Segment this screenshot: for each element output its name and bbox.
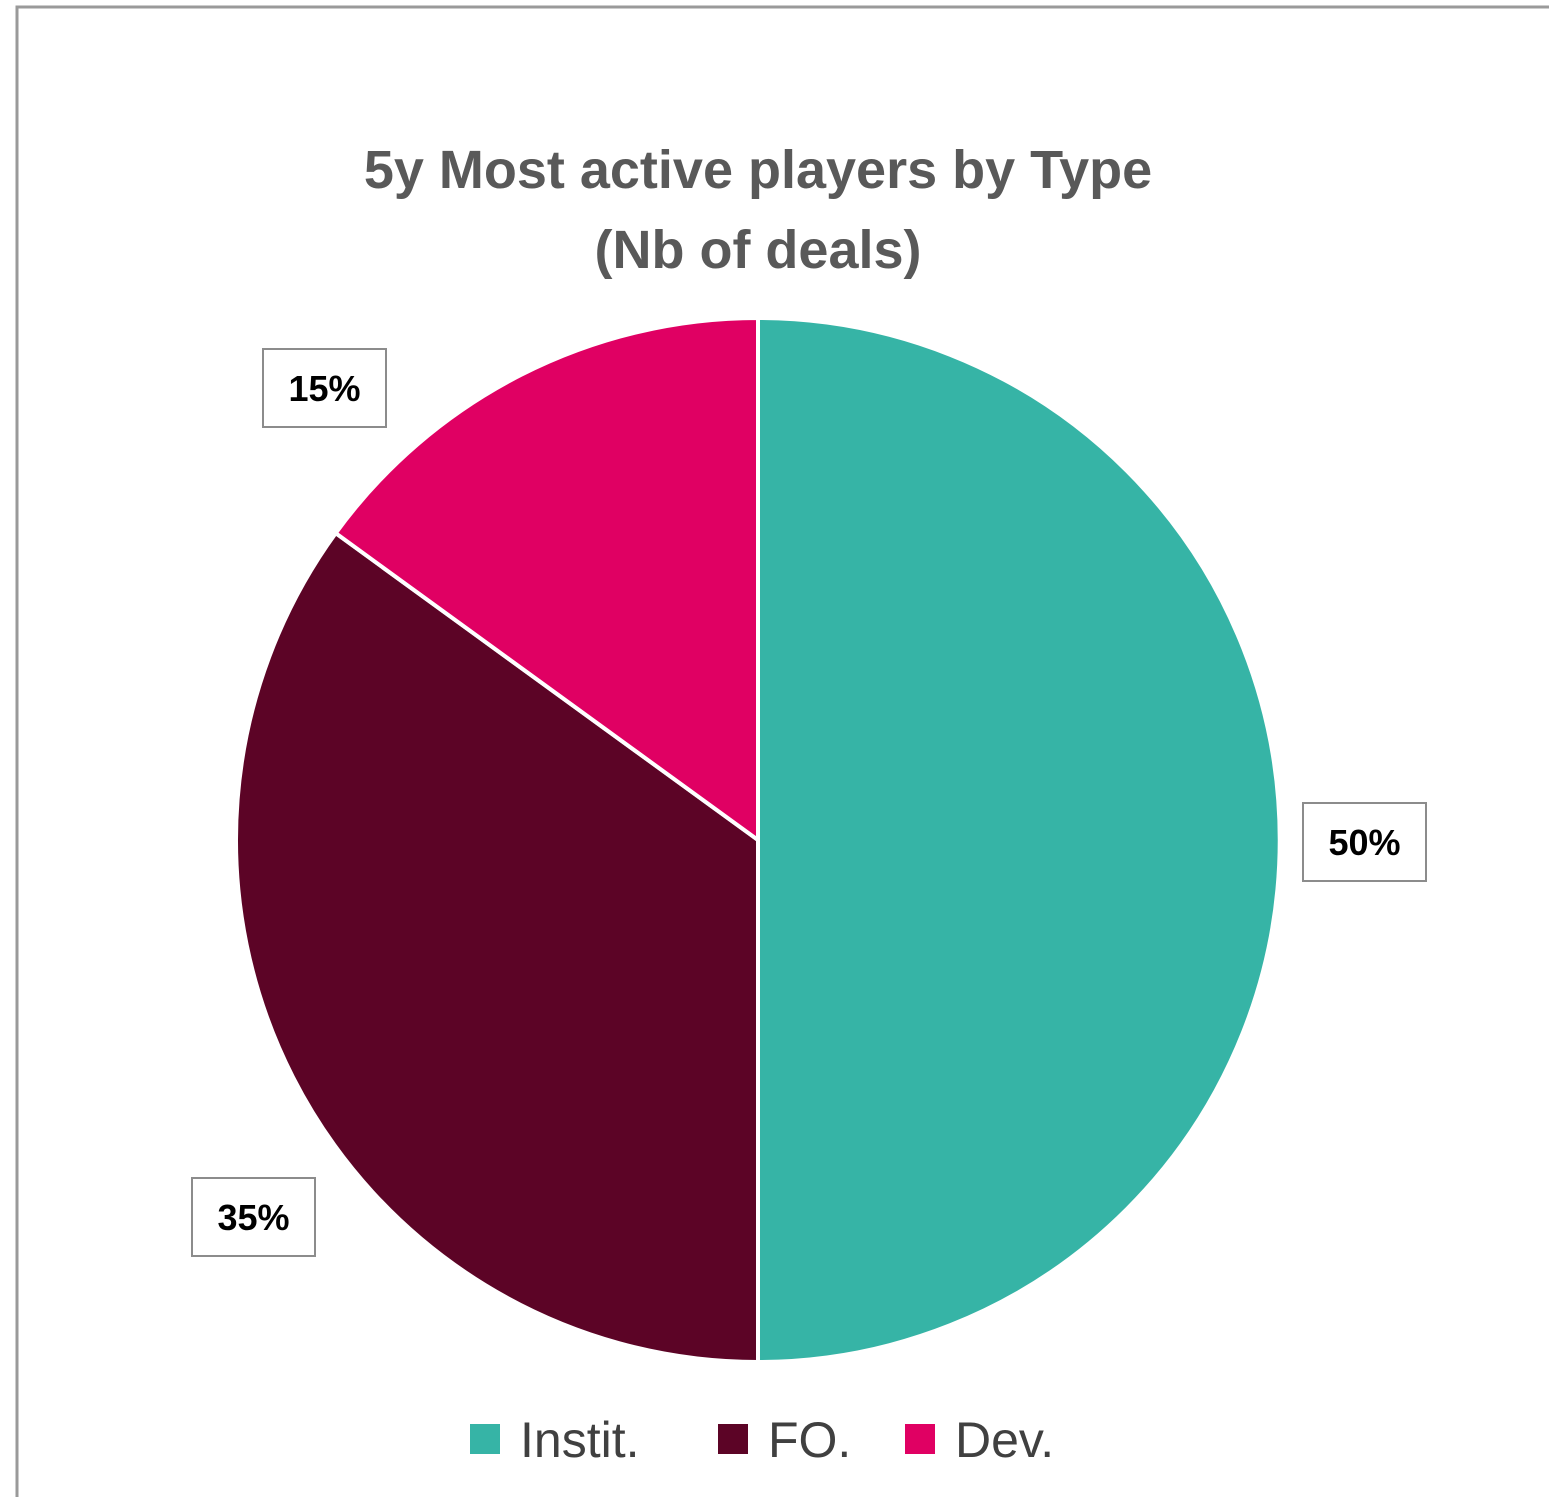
pie-slices	[234, 316, 1282, 1364]
chart-title-line-2: (Nb of deals)	[594, 220, 921, 280]
legend-label: Dev.	[955, 1412, 1054, 1468]
legend-label: Instit.	[520, 1412, 639, 1468]
pie-slice-fo	[234, 531, 760, 1364]
data-label-box	[262, 348, 387, 428]
legend-label: FO.	[768, 1412, 851, 1468]
legend-swatch	[905, 1424, 935, 1454]
data-label-text: 50%	[1328, 822, 1400, 863]
pie-slice-instit	[756, 316, 1282, 1364]
data-label-box	[191, 1177, 316, 1257]
legend-swatch	[718, 1424, 748, 1454]
data-label-fo: 35%	[191, 1177, 316, 1257]
legend-item-fo: FO.	[718, 1412, 851, 1468]
data-label-dev: 15%	[262, 348, 387, 428]
data-label-box	[1302, 802, 1427, 882]
chart-title-line-1: 5y Most active players by Type	[364, 140, 1152, 200]
legend-swatch	[470, 1424, 500, 1454]
data-labels: 50% 35% 15%	[191, 348, 1427, 1257]
data-label-instit: 50%	[1302, 802, 1427, 882]
legend-item-instit: Instit.	[470, 1412, 639, 1468]
data-label-text: 15%	[288, 368, 360, 409]
data-label-text: 35%	[217, 1197, 289, 1238]
legend-item-dev: Dev.	[905, 1412, 1054, 1468]
legend: Instit. FO. Dev.	[470, 1412, 1054, 1468]
pie-slice-dev	[333, 316, 760, 842]
